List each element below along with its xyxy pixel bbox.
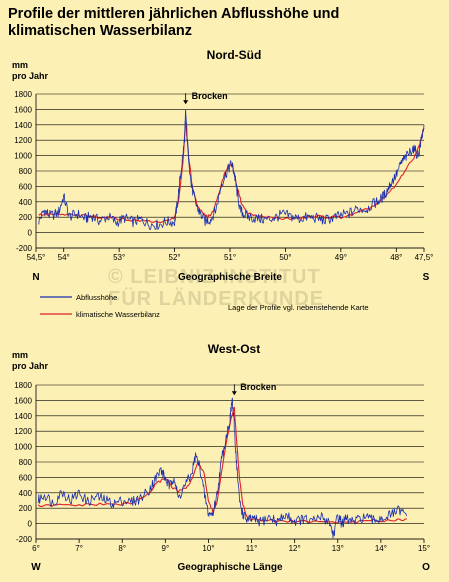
x-tick-label-1-4: 10° [202,544,214,553]
x-tick-label-0-6: 49° [335,253,347,262]
series-line-1-abflusshoehe [37,397,408,539]
x-tick-label-1-7: 13° [332,544,344,553]
y-axis-label-unit-1: mm [12,350,28,360]
x-tick-label-0-7: 48° [390,253,402,262]
x-tick-label-0-0: 54,5° [27,253,46,262]
y-axis-label-unit2-1: pro Jahr [12,361,49,371]
y-tick-label-1-7: 1200 [14,427,32,436]
y-tick-label-0-2: 200 [19,213,33,222]
series-line-0-abflusshoehe [38,109,425,231]
x-tick-label-1-3: 9° [162,544,170,553]
x-axis-label-1: Geographische Länge [177,562,282,573]
series-line-0-wasserbilanz [38,120,425,224]
y-tick-label-0-8: 1400 [14,121,32,130]
annotation-label-0: Brocken [192,91,228,101]
y-tick-label-0-5: 800 [19,167,33,176]
x-start-label-0: N [32,272,39,283]
x-tick-label-0-3: 52° [169,253,181,262]
page-title-line-2: klimatischen Wasserbilanz [8,23,193,39]
page-title: Profile der mittleren jährlichen Abfluss… [8,6,428,40]
x-tick-label-1-5: 11° [246,544,258,553]
y-tick-label-1-0: -200 [16,535,33,544]
y-tick-label-0-10: 1800 [14,90,32,99]
x-tick-label-0-5: 50° [279,253,291,262]
x-tick-label-0-2: 53° [113,253,125,262]
y-tick-label-1-1: 0 [28,520,33,529]
y-tick-label-0-7: 1200 [14,136,32,145]
legend-note: Lage der Profile vgl. nebenstehende Kart… [228,303,369,312]
x-tick-label-0-4: 51° [224,253,236,262]
y-tick-label-1-9: 1600 [14,396,32,405]
y-tick-label-1-4: 600 [19,473,33,482]
y-axis-label-unit2-0: pro Jahr [12,71,49,81]
y-tick-label-0-0: -200 [16,244,33,253]
x-tick-label-0-8: 47,5° [415,253,434,262]
x-axis-label-0: Geographische Breite [178,272,282,283]
x-tick-label-1-0: 6° [32,544,40,553]
y-tick-label-0-6: 1000 [14,152,32,161]
y-tick-label-0-1: 0 [28,229,33,238]
x-tick-label-1-8: 14° [375,544,387,553]
x-end-label-1: O [422,562,430,573]
chart-title-west-ost: West-Ost [207,342,261,356]
x-tick-label-1-9: 15° [418,544,430,553]
chart-title-nord-sued: Nord-Süd [206,48,262,62]
y-tick-label-1-6: 1000 [14,443,32,452]
annotation-arrowhead-1 [231,391,237,396]
y-tick-label-0-9: 1600 [14,105,32,114]
y-tick-label-0-4: 600 [19,182,33,191]
page-title-line-1: Profile der mittleren jährlichen Abfluss… [8,6,340,22]
x-tick-label-1-1: 7° [75,544,83,553]
legend-label-0: Abflusshöhe [76,293,117,302]
x-tick-label-1-6: 12° [289,544,301,553]
x-tick-label-0-1: 54° [58,253,70,262]
y-tick-label-1-5: 800 [19,458,33,467]
annotation-label-1: Brocken [240,382,276,392]
x-end-label-0: S [423,272,430,283]
series-line-1-wasserbilanz [37,406,407,524]
y-tick-label-0-3: 400 [19,198,33,207]
legend-label-1: klimatische Wasserbilanz [76,310,160,319]
y-tick-label-1-2: 200 [19,504,33,513]
x-start-label-1: W [31,562,41,573]
y-axis-label-unit-0: mm [12,60,28,70]
y-tick-label-1-3: 400 [19,489,33,498]
x-tick-label-1-2: 8° [118,544,126,553]
annotation-arrowhead-0 [183,100,189,105]
y-tick-label-1-10: 1800 [14,381,32,390]
y-tick-label-1-8: 1400 [14,412,32,421]
